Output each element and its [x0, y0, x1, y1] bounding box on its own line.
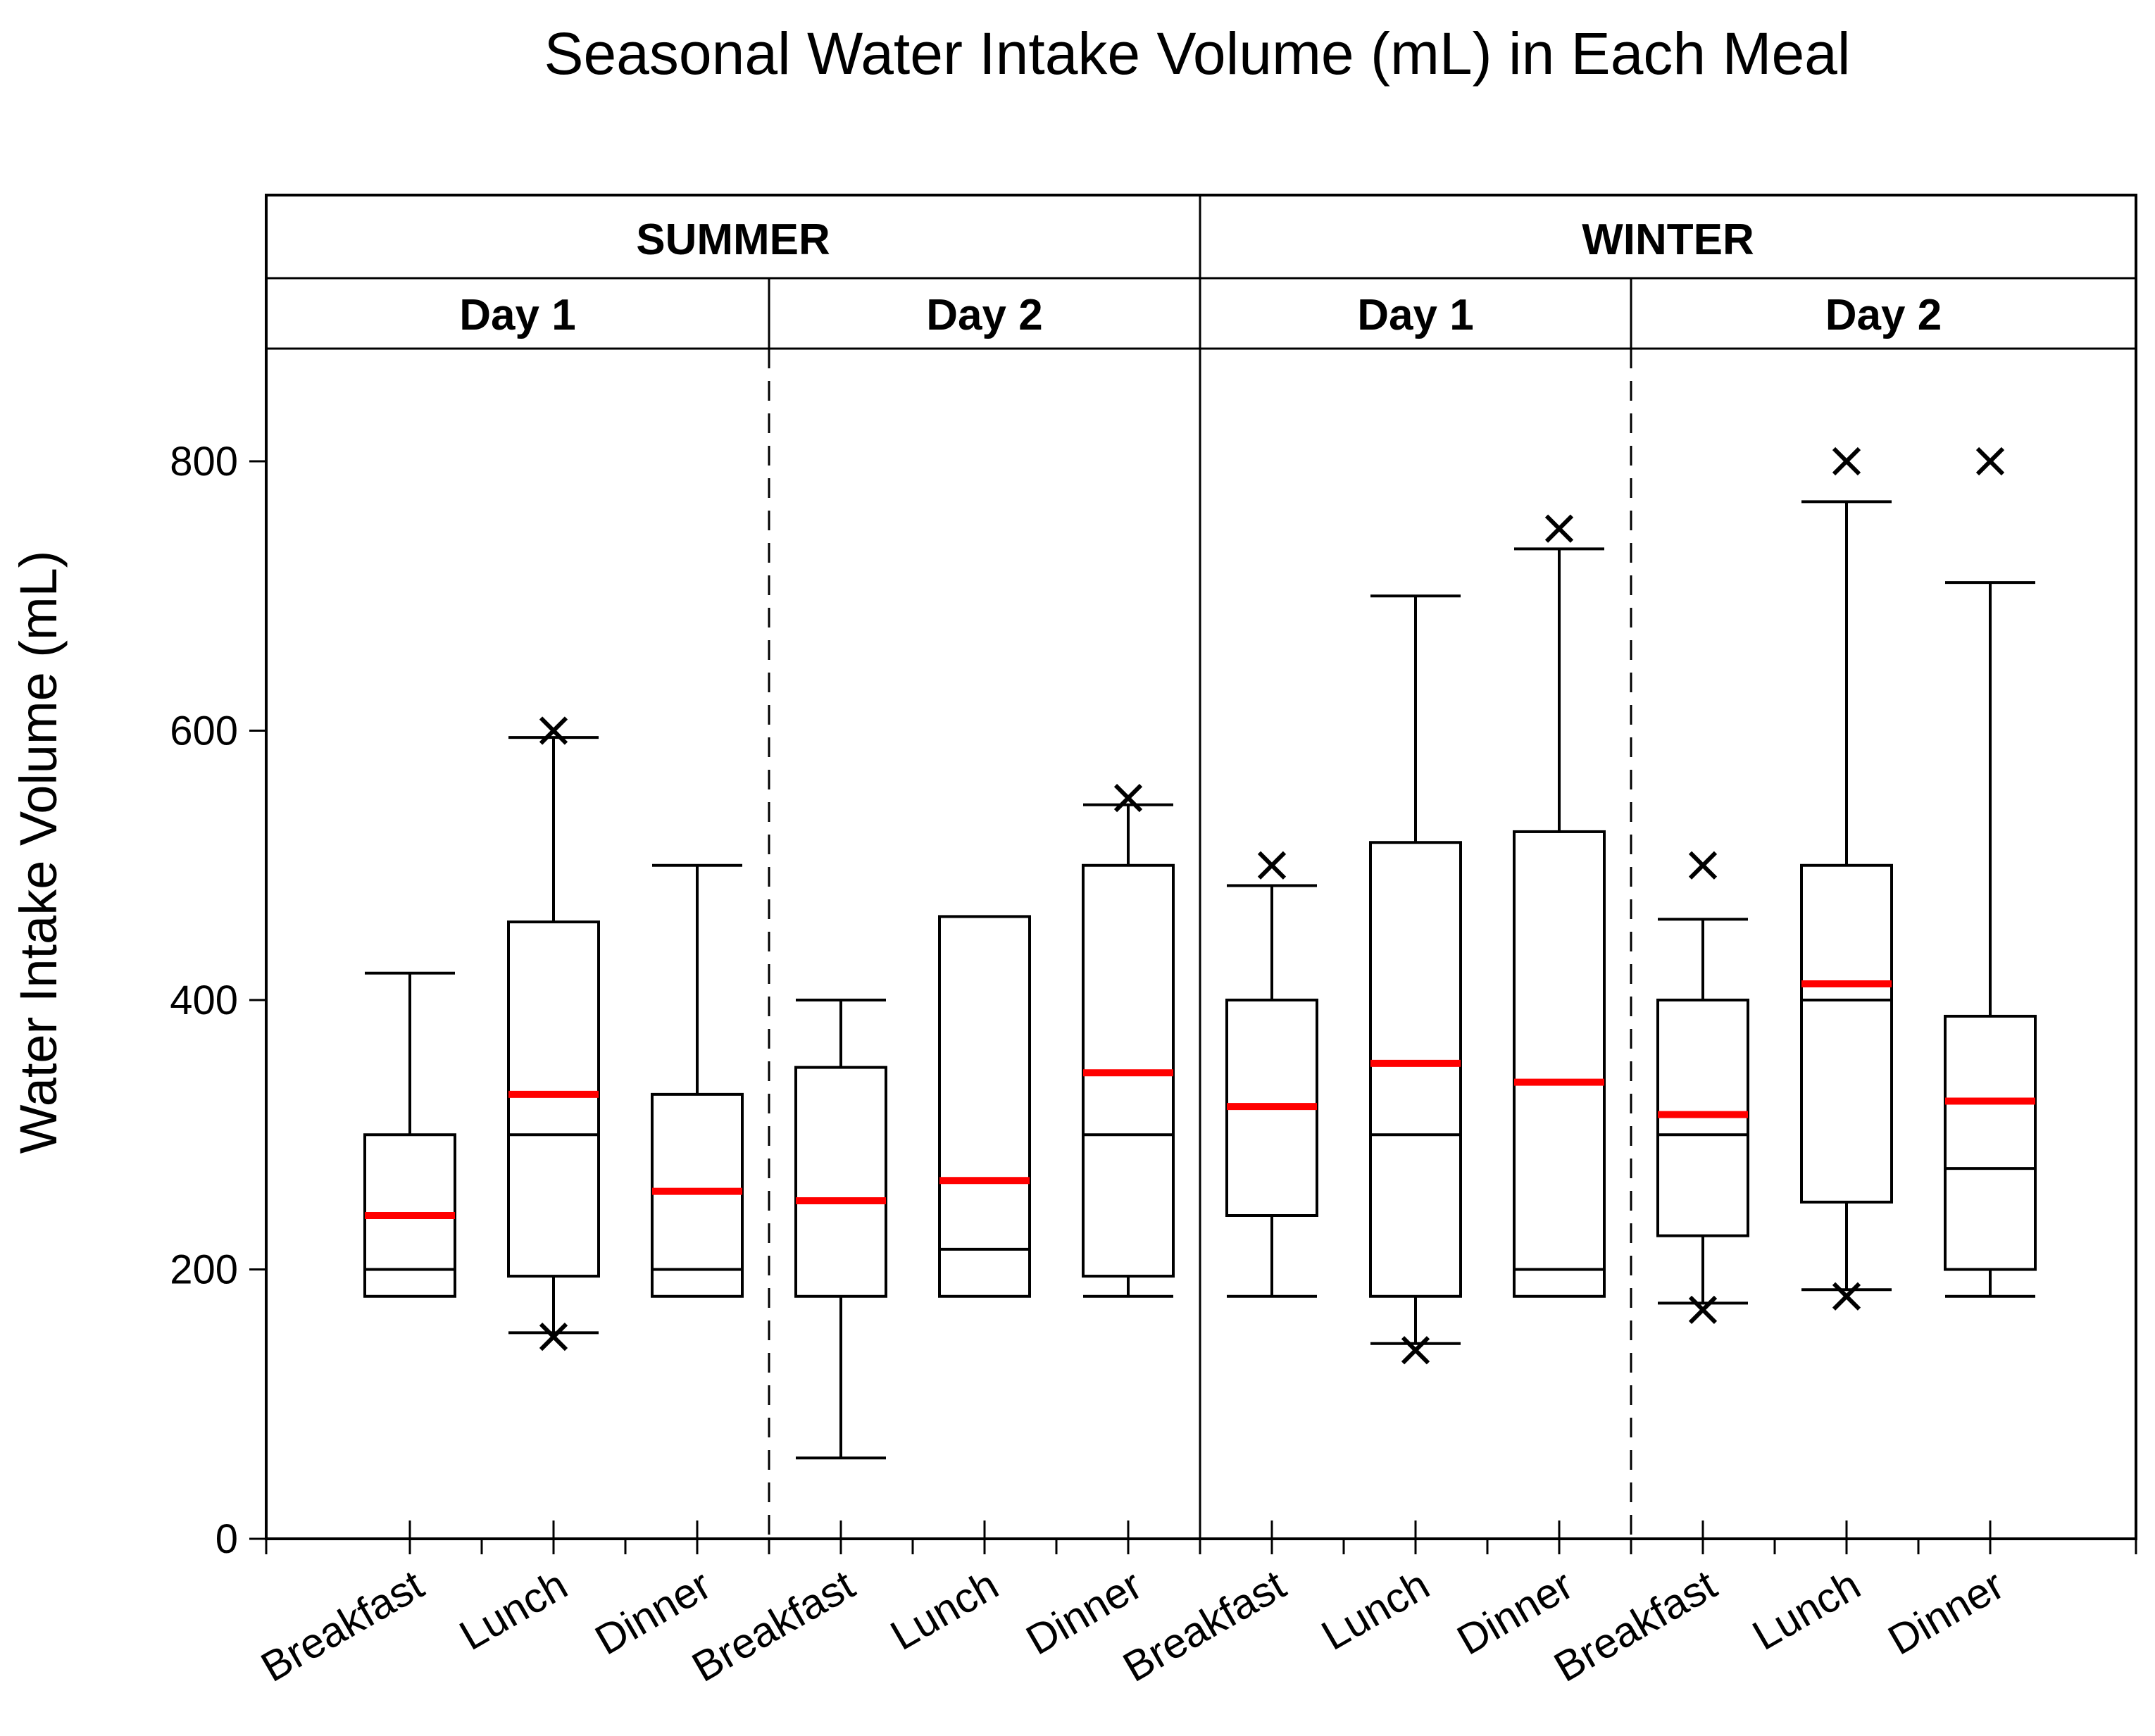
outlier-marker: [1401, 1336, 1430, 1365]
y-tick-label: 600: [170, 708, 238, 754]
season-label: WINTER: [1582, 216, 1754, 264]
box: [1800, 863, 1893, 1204]
x-tick-label: Lunch: [1313, 1561, 1437, 1659]
x-tick-label: Breakfast: [254, 1561, 432, 1691]
chart-title: Seasonal Water Intake Volume (mL) in Eac…: [544, 20, 1850, 87]
box: [507, 920, 600, 1278]
outlier-marker: [1113, 784, 1143, 813]
outlier-marker: [539, 1323, 568, 1351]
outlier-marker: [1975, 447, 2005, 476]
x-tick-label: Breakfast: [1116, 1561, 1294, 1691]
outlier-marker: [1257, 851, 1287, 880]
box: [651, 1092, 744, 1298]
outlier-marker: [1688, 851, 1718, 880]
box: [1369, 841, 1462, 1298]
x-tick-label: Dinner: [1880, 1561, 2012, 1663]
box: [1513, 830, 1606, 1298]
season-label: SUMMER: [636, 216, 830, 264]
box: [938, 915, 1031, 1298]
x-tick-label: Lunch: [451, 1561, 575, 1659]
x-tick-label: Breakfast: [1547, 1561, 1725, 1691]
box: [1944, 1014, 2037, 1271]
day-label: Day 2: [926, 291, 1042, 339]
x-tick-label: Lunch: [882, 1561, 1006, 1659]
y-tick-label: 400: [170, 978, 238, 1023]
y-tick-label: 200: [170, 1247, 238, 1293]
day-label: Day 1: [459, 291, 575, 339]
y-axis-label: Water Intake Volume (mL): [9, 551, 68, 1154]
plot-area: SUMMER WINTER Day 1 Day 2 Day 1 Day 2 0 200 400 6…: [170, 194, 2137, 1691]
day-label: Day 1: [1357, 291, 1473, 339]
outlier-marker: [539, 716, 568, 745]
x-tick-label: Lunch: [1744, 1561, 1868, 1659]
box: [794, 1066, 887, 1298]
outlier-marker: [1832, 1282, 1861, 1311]
outlier-marker: [1688, 1295, 1718, 1324]
outlier-marker: [1544, 514, 1574, 543]
y-tick-label: 0: [216, 1516, 238, 1562]
day-label: Day 2: [1825, 291, 1942, 339]
x-tick-label: Breakfast: [685, 1561, 863, 1691]
y-tick-label: 800: [170, 439, 238, 485]
outlier-marker: [1832, 447, 1861, 476]
